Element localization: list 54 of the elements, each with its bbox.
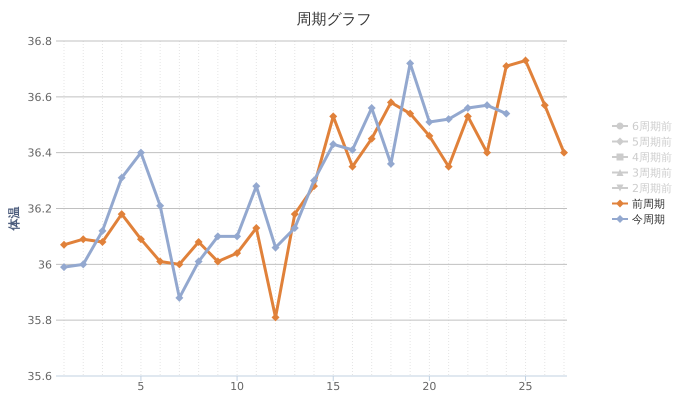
point — [425, 132, 434, 140]
point — [156, 202, 164, 210]
point — [79, 235, 88, 244]
y-tick-label: 36.8 — [28, 35, 52, 48]
x-tick-label: 5 — [137, 380, 144, 393]
point — [290, 210, 299, 218]
point — [194, 238, 203, 246]
y-tick-label: 36 — [38, 258, 52, 272]
point — [348, 162, 356, 171]
point — [560, 148, 568, 157]
y-tick-label: 36.6 — [28, 90, 52, 104]
point — [483, 101, 492, 110]
y-tick-label: 35.6 — [28, 370, 52, 383]
point — [272, 244, 280, 252]
point — [60, 263, 68, 272]
y-tick-label: 35.8 — [28, 314, 52, 328]
point — [290, 224, 299, 232]
x-tick-label: 10 — [230, 380, 244, 393]
point — [214, 258, 222, 266]
point — [464, 112, 472, 120]
point — [118, 210, 126, 218]
point — [540, 101, 549, 110]
point — [310, 176, 318, 185]
y-tick-label: 36.4 — [28, 146, 52, 160]
legend-label: 前周期 — [632, 198, 665, 210]
point — [368, 134, 376, 143]
point — [194, 258, 203, 266]
point — [79, 260, 88, 268]
point — [464, 104, 472, 112]
point — [502, 62, 510, 70]
point — [444, 115, 453, 124]
point — [156, 258, 164, 266]
point — [425, 118, 434, 126]
point — [136, 235, 145, 244]
point — [406, 110, 414, 118]
point — [98, 226, 106, 235]
point — [175, 260, 184, 268]
point — [60, 240, 68, 249]
point — [348, 146, 356, 154]
chart-title: 周期グラフ — [296, 10, 372, 28]
point — [329, 140, 338, 148]
point — [136, 148, 145, 157]
point — [502, 110, 510, 118]
point — [444, 162, 453, 171]
y-axis-title: 体温 — [7, 206, 21, 232]
point — [233, 249, 242, 258]
point — [522, 56, 530, 65]
point — [386, 98, 395, 106]
y-tick-label: 36.2 — [28, 202, 52, 216]
x-tick-label: 15 — [326, 380, 340, 393]
x-tick-label: 25 — [518, 380, 533, 393]
x-tick-label: 20 — [422, 380, 436, 393]
point — [118, 174, 126, 182]
legend-label: 今周期 — [632, 213, 665, 226]
